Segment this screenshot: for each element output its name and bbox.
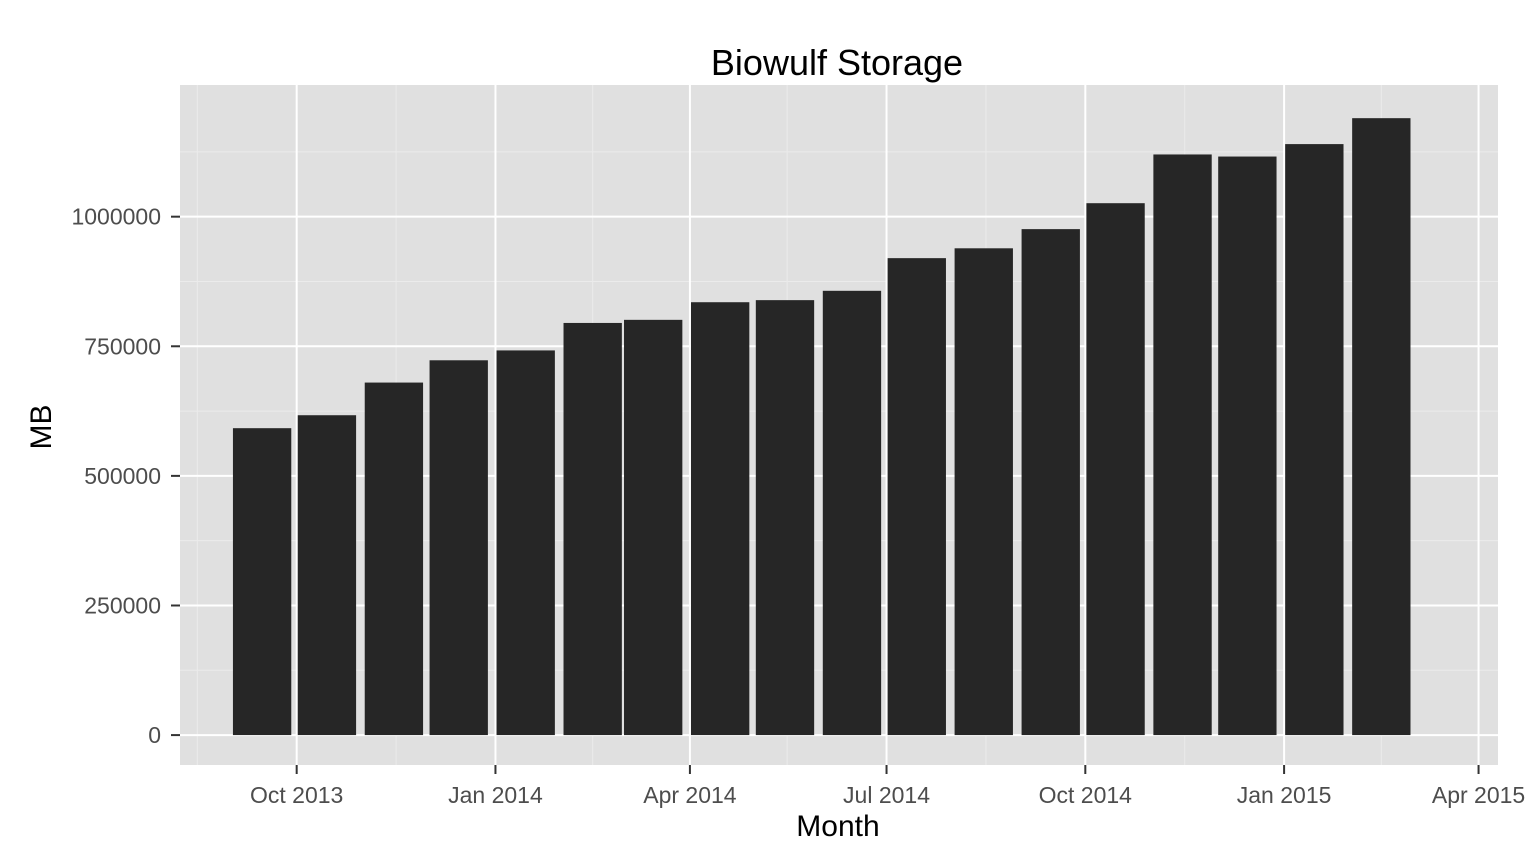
bar bbox=[624, 319, 683, 736]
bar bbox=[496, 350, 555, 736]
bar bbox=[1021, 229, 1080, 736]
bar bbox=[1153, 154, 1212, 736]
x-tick-label: Oct 2013 bbox=[250, 782, 343, 808]
bar bbox=[364, 382, 424, 736]
y-tick-label: 1000000 bbox=[71, 204, 161, 230]
bar bbox=[429, 360, 488, 736]
bar bbox=[1086, 203, 1145, 736]
y-tick-label: 0 bbox=[148, 722, 161, 748]
x-axis: Oct 2013 Jan 2014 Apr 2014 Jul 2014 Oct 2014… bbox=[250, 765, 1525, 808]
bar bbox=[690, 302, 750, 736]
bar bbox=[1352, 118, 1411, 736]
bar bbox=[755, 300, 815, 736]
x-tick-label: Oct 2014 bbox=[1039, 782, 1133, 808]
x-tick-label: Jan 2015 bbox=[1237, 782, 1332, 808]
bars bbox=[232, 118, 1411, 736]
y-tick-label: 250000 bbox=[84, 592, 161, 618]
chart-title: Biowulf Storage bbox=[711, 42, 963, 83]
bar bbox=[887, 258, 946, 736]
x-tick-label: Jan 2014 bbox=[448, 782, 543, 808]
bar bbox=[1218, 156, 1277, 736]
y-axis-title: MB bbox=[25, 405, 58, 450]
bar bbox=[1285, 144, 1344, 736]
x-tick-label: Apr 2014 bbox=[643, 782, 737, 808]
y-tick-label: 500000 bbox=[84, 463, 161, 489]
bar bbox=[297, 415, 357, 736]
y-axis: 0 250000 500000 750000 1000000 bbox=[71, 204, 180, 748]
x-tick-label: Jul 2014 bbox=[843, 782, 930, 808]
bar bbox=[232, 428, 292, 736]
bar bbox=[822, 290, 882, 736]
x-axis-title: Month bbox=[796, 810, 879, 843]
bar bbox=[954, 248, 1013, 736]
bar bbox=[563, 322, 622, 736]
y-tick-label: 750000 bbox=[84, 333, 161, 359]
x-tick-label: Apr 2015 bbox=[1432, 782, 1525, 808]
